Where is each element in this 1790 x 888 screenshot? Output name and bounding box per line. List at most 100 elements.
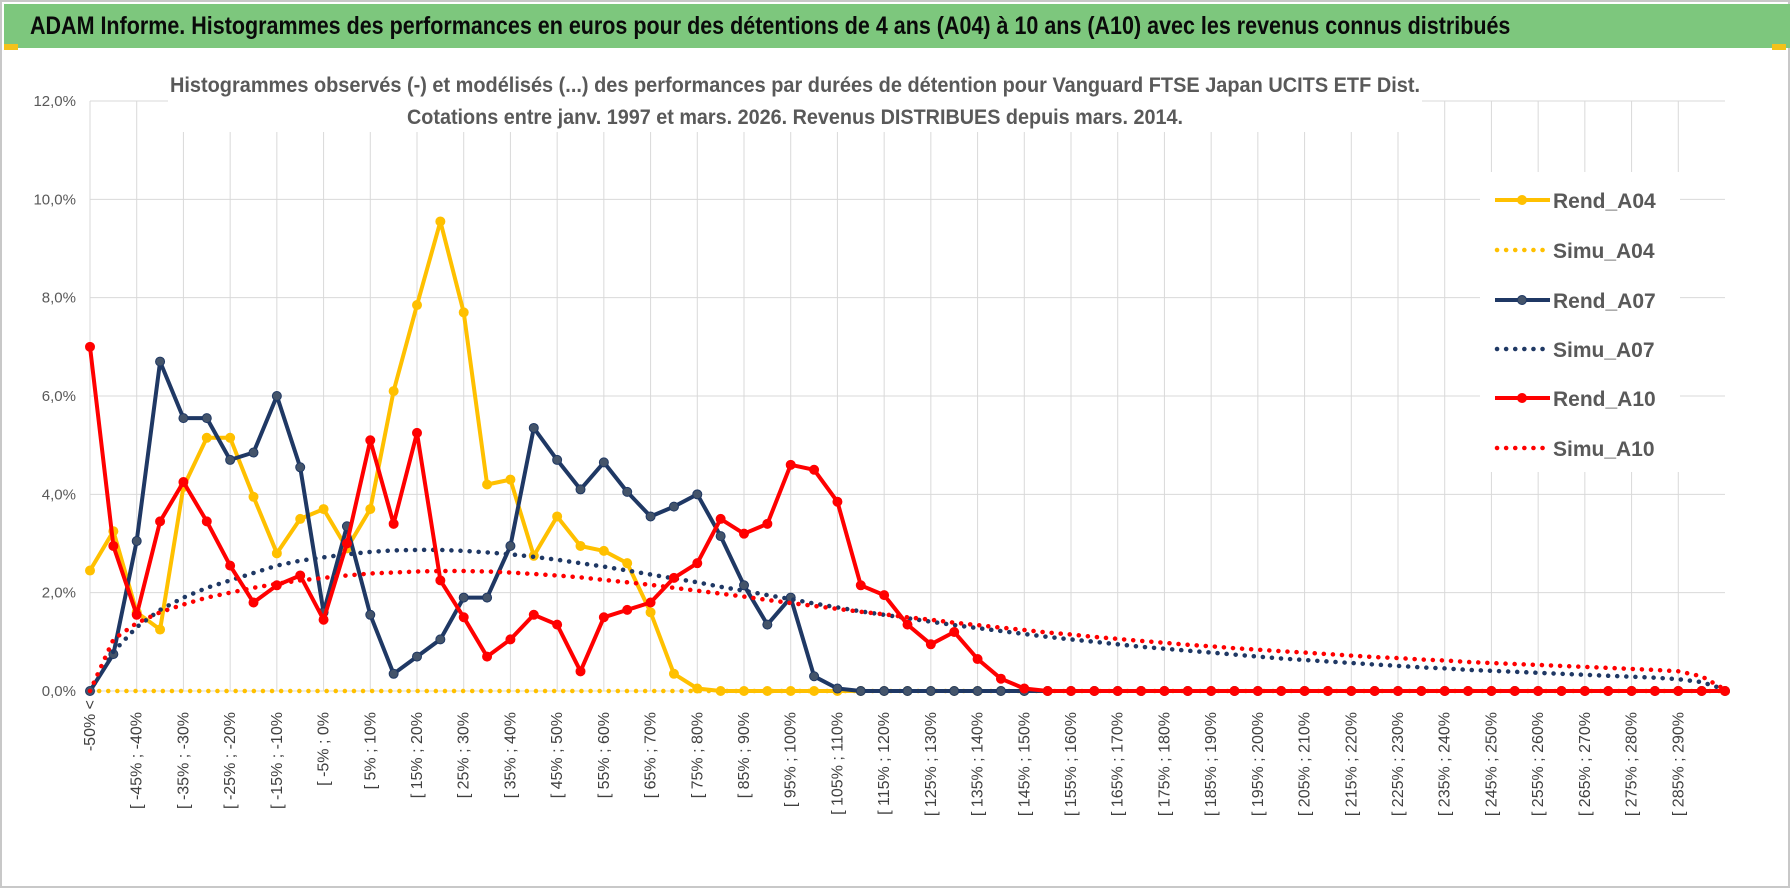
data-point-rend-a10 <box>365 435 376 446</box>
data-point-rend-a10 <box>1439 686 1450 696</box>
grid <box>89 100 1725 692</box>
data-point-rend-a04 <box>248 491 259 502</box>
data-point-rend-a10 <box>482 651 493 662</box>
data-point-rend-a10 <box>1556 686 1567 696</box>
banner-accent-right <box>1772 44 1786 50</box>
data-point-rend-a10 <box>552 619 563 630</box>
data-point-rend-a07 <box>201 413 212 424</box>
data-point-rend-a07 <box>528 422 539 433</box>
data-point-rend-a07 <box>458 592 469 603</box>
x-tick-label: [ 45% ; 50% <box>549 712 566 798</box>
series-line-rend-a10 <box>88 346 1725 693</box>
data-point-rend-a10 <box>1416 686 1427 696</box>
y-tick-label: 2,0% <box>42 585 76 602</box>
x-tick-label: [ 145% ; 150% <box>1016 712 1033 816</box>
data-point-rend-a04 <box>668 668 679 679</box>
x-tick-label: [ 255% ; 260% <box>1530 712 1547 816</box>
data-point-rend-a10 <box>1229 686 1240 696</box>
legend-marker-rend-a04 <box>1517 195 1527 205</box>
data-point-rend-a07 <box>622 486 633 497</box>
y-tick-label: 6,0% <box>42 388 76 405</box>
data-point-rend-a10 <box>1066 686 1076 696</box>
x-tick-label: [ 265% ; 270% <box>1577 712 1594 816</box>
data-point-rend-a07 <box>248 447 259 458</box>
data-point-rend-a04 <box>365 504 376 515</box>
chart-title-block: Histogrammes observés (-) et modélisés (… <box>168 68 1422 132</box>
data-point-rend-a07 <box>855 686 866 696</box>
x-tick-label: [ 115% ; 120% <box>876 712 893 815</box>
data-point-rend-a07 <box>598 457 609 468</box>
chart-subtitle: Cotations entre janv. 1997 et mars. 2026… <box>407 106 1183 129</box>
data-point-rend-a07 <box>879 686 890 696</box>
y-tick-label: 0,0% <box>42 683 76 700</box>
legend-marker-rend-a07 <box>1517 295 1527 305</box>
data-point-rend-a04 <box>412 300 422 311</box>
data-point-rend-a07 <box>552 454 563 465</box>
data-point-rend-a07 <box>692 489 703 500</box>
series-simu-a07 <box>87 547 1728 694</box>
data-point-rend-a07 <box>739 580 749 591</box>
x-tick-label: [ -35% ; -30% <box>175 712 192 809</box>
chart-title: Histogrammes observés (-) et modélisés (… <box>170 74 1420 97</box>
data-point-rend-a10 <box>575 666 586 677</box>
data-point-rend-a10 <box>155 516 166 527</box>
data-point-rend-a10 <box>1509 686 1520 696</box>
data-point-rend-a10 <box>785 459 796 470</box>
data-point-rend-a07 <box>762 619 773 630</box>
data-point-rend-a10 <box>1159 686 1170 696</box>
series-simu-a10 <box>87 568 1728 694</box>
data-point-rend-a10 <box>1136 686 1147 696</box>
data-point-rend-a10 <box>715 513 726 524</box>
data-point-rend-a10 <box>762 518 773 529</box>
data-point-rend-a07 <box>388 668 399 679</box>
data-point-rend-a10 <box>225 560 236 571</box>
data-point-rend-a10 <box>879 590 890 601</box>
x-tick-label: [ 275% ; 280% <box>1624 712 1641 816</box>
data-point-rend-a07 <box>949 686 960 696</box>
x-tick-label: [ 55% ; 60% <box>596 712 613 798</box>
data-point-rend-a10 <box>435 575 446 586</box>
data-point-rend-a10 <box>1112 686 1123 696</box>
data-point-rend-a10 <box>1393 686 1403 696</box>
data-point-rend-a10 <box>528 609 539 620</box>
data-point-rend-a07 <box>365 609 376 620</box>
data-point-rend-a04 <box>155 624 166 635</box>
x-axis: -50% < [ -45% ; -40% [ -35% ; -30% [ -25% ;… <box>82 700 1687 816</box>
data-point-rend-a10 <box>318 614 329 625</box>
data-point-rend-a10 <box>108 540 119 551</box>
data-point-rend-a10 <box>1673 686 1684 696</box>
data-point-rend-a10 <box>248 597 259 608</box>
x-tick-label: [ 235% ; 240% <box>1437 712 1454 816</box>
data-point-rend-a04 <box>435 216 446 227</box>
data-point-rend-a10 <box>341 538 352 549</box>
x-tick-label: [ 245% ; 250% <box>1483 712 1500 816</box>
x-tick-label: [ 85% ; 90% <box>736 712 753 798</box>
data-point-rend-a07 <box>178 413 189 424</box>
data-point-rend-a10 <box>902 619 913 630</box>
data-point-rend-a07 <box>575 484 586 495</box>
x-tick-label: [ -45% ; -40% <box>129 712 146 809</box>
data-point-rend-a10 <box>1369 686 1380 696</box>
x-tick-label: [ 15% ; 20% <box>409 712 426 798</box>
data-point-rend-a10 <box>598 612 609 623</box>
x-tick-label: [ 35% ; 40% <box>502 712 519 798</box>
legend-label-rend-a07: Rend_A07 <box>1553 290 1656 313</box>
data-point-rend-a07 <box>271 391 282 401</box>
x-tick-label: [ -15% ; -10% <box>269 712 286 809</box>
data-point-rend-a10 <box>855 580 866 591</box>
data-point-rend-a04 <box>225 432 236 443</box>
data-point-rend-a10 <box>1649 686 1660 696</box>
data-point-rend-a10 <box>1322 686 1333 696</box>
data-point-rend-a07 <box>412 651 422 662</box>
legend-marker-rend-a10 <box>1517 393 1527 403</box>
series-line-simu-a10 <box>87 568 1728 694</box>
data-point-rend-a04 <box>575 540 586 551</box>
x-tick-label: [ 205% ; 210% <box>1297 712 1314 816</box>
legend-label-rend-a04: Rend_A04 <box>1553 190 1656 213</box>
x-tick-label: [ 175% ; 180% <box>1156 712 1173 816</box>
data-point-rend-a07 <box>505 540 516 551</box>
data-point-rend-a07 <box>972 686 983 696</box>
x-tick-label: [ 215% ; 220% <box>1343 712 1360 816</box>
y-axis: 0,0% 2,0% 4,0% 6,0% 8,0% 10,0% 12,0% <box>33 93 76 700</box>
data-point-rend-a10 <box>1626 686 1637 696</box>
